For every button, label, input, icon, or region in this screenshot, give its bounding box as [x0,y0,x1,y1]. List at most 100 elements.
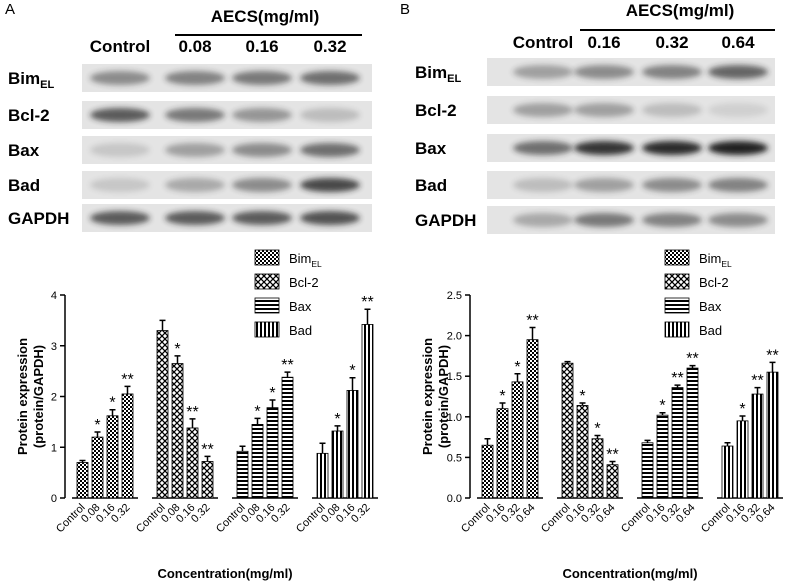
significance: ** [606,446,618,463]
legend-swatch [254,321,280,338]
bar [576,405,589,499]
lane-label: 0.16 [245,37,278,56]
lane-label: 0.08 [178,37,211,56]
bar [751,393,764,499]
blot-band [232,143,292,157]
blot-band [232,71,292,85]
y-tick-label: 0.0 [447,493,462,505]
error-bar [174,355,181,364]
y-axis-title: (protein/GAPDH) [31,345,46,448]
blot-band [642,213,702,227]
y-axis-title: (protein/GAPDH) [436,345,451,448]
bar [526,339,539,499]
bar [656,414,669,499]
y-tick-label: 2.0 [447,331,462,343]
legend-swatch [664,273,690,290]
error-bar [754,386,761,395]
significance: ** [751,373,763,390]
bar [91,436,104,499]
blot-band [165,108,225,122]
error-bar [124,385,131,394]
blot-band [300,71,360,85]
error-bar [739,415,746,421]
protein-label: BimEL [8,69,54,91]
treatment-label: AECS(mg/ml) [211,7,320,26]
blot-band [642,141,702,155]
blot-band [708,213,768,227]
bar [496,408,509,499]
lane-label: 0.16 [587,33,620,52]
bar [511,381,524,499]
name: Bcl-2 [289,275,319,290]
blot-band [300,178,360,192]
name: Bax [289,299,312,314]
significance: ** [201,441,213,458]
bar [266,407,279,499]
lane-label: 0.32 [313,37,346,56]
legend-swatch [664,297,690,314]
blot-band [708,141,768,155]
name: Bax [415,139,447,158]
blot-band [513,65,573,79]
significance: ** [686,351,698,368]
significance: * [174,341,180,358]
significance: ** [671,370,683,387]
protein-label: GAPDH [8,209,69,228]
significance: * [499,388,505,405]
blot-band [90,143,150,157]
bar [766,371,779,499]
error-bar [239,445,246,452]
blot-band [165,71,225,85]
error-bar [349,376,356,391]
blot-band [90,108,150,122]
error-bar [674,384,681,388]
bar [201,461,214,499]
y-tick-label: 2.5 [447,290,462,302]
y-axis-title: Protein expression [15,338,30,455]
y-tick-label: 0 [51,493,57,505]
bar [346,390,359,499]
blot-band [513,178,573,192]
name: Bim [699,251,721,266]
significance: * [659,398,665,415]
y-axis-title: Protein expression [420,338,435,455]
subscript: EL [447,73,461,85]
legend-label: BimEL [289,251,322,269]
bar [121,393,134,499]
panel-letter: B [400,1,410,18]
blot-band [642,178,702,192]
error-bar [319,442,326,454]
blot-band [708,103,768,117]
protein-label: GAPDH [415,211,476,230]
blot-band [300,211,360,225]
legend-swatch [254,297,280,314]
legend-swatch [254,273,280,290]
blot-band [574,141,634,155]
blot-band [574,65,634,79]
blot-band [513,141,573,155]
name: Bad [289,323,312,338]
error-bar [594,434,601,439]
subscript: EL [721,259,732,269]
lane-label: Control [90,37,150,56]
legend-swatch [664,321,690,338]
protein-label: Bad [8,176,40,195]
y-tick-label: 0.5 [447,452,462,464]
error-bar [79,459,86,463]
error-bar [364,308,371,325]
protein-label: Bcl-2 [8,106,50,125]
bar [686,367,699,499]
significance: * [254,403,260,420]
error-bar [109,408,116,416]
bar [641,442,654,499]
blot-band [642,65,702,79]
legend-label: Bad [289,323,312,338]
name: Bim [415,63,447,82]
error-bar [564,360,571,364]
blot-band [232,178,292,192]
error-bar [659,411,666,416]
significance: ** [361,294,373,311]
significance: ** [121,371,133,388]
legend-swatch [254,249,280,266]
